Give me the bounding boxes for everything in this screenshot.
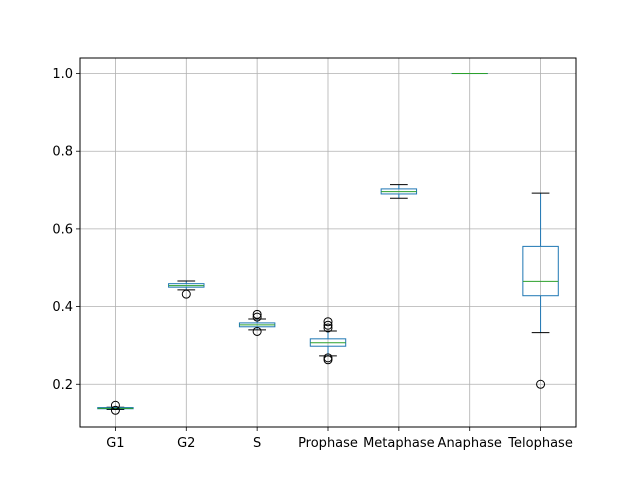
ticks: G1 G2 S Prophase Metaphase Anaphase Telophase 0… [52, 67, 573, 451]
outlier-point [181, 289, 191, 299]
x-tick-label: S [253, 436, 261, 451]
box-s [238, 309, 276, 336]
outlier-point [323, 317, 333, 327]
box-prophase [309, 317, 347, 365]
x-tick-label: Anaphase [438, 436, 502, 451]
boxes [97, 73, 559, 415]
y-tick-label: 0.4 [52, 300, 73, 315]
x-tick-label: G2 [177, 436, 195, 451]
outlier-point [323, 320, 333, 330]
y-tick-label: 1.0 [52, 67, 73, 82]
box-telophase [522, 192, 559, 389]
iqr-box [522, 245, 559, 297]
outlier-point [252, 309, 262, 319]
x-tick-label: Prophase [298, 436, 358, 451]
outlier-point [323, 323, 333, 333]
outlier-point [110, 400, 120, 410]
outlier-point [110, 405, 120, 415]
outlier-point [323, 353, 333, 363]
box-g1 [97, 400, 134, 415]
y-tick-label: 0.2 [52, 378, 73, 393]
box-g2 [168, 280, 205, 299]
y-tick-label: 0.8 [52, 145, 73, 160]
outlier-point [252, 312, 262, 322]
y-tick-label: 0.6 [52, 222, 73, 237]
outlier-point [536, 379, 546, 389]
x-tick-label: Metaphase [363, 436, 435, 451]
grid-lines [80, 58, 576, 427]
x-tick-label: Telophase [507, 436, 573, 451]
outlier-point [252, 326, 262, 336]
x-tick-label: G1 [106, 436, 124, 451]
box-metaphase [380, 184, 418, 199]
